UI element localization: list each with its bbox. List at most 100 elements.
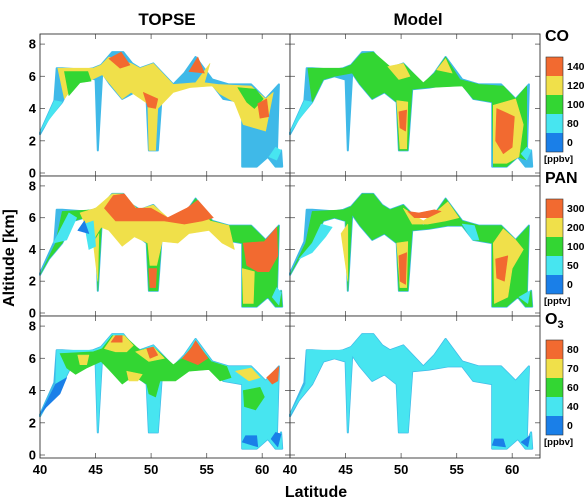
contour-region xyxy=(495,255,509,282)
contour-region xyxy=(39,377,67,416)
contour-region xyxy=(495,108,515,154)
contour-region xyxy=(52,212,77,244)
x-tick-label: 50 xyxy=(144,462,158,477)
contour-region xyxy=(148,268,157,288)
colorbar-tick-label: 80 xyxy=(567,118,579,130)
x-tick-label: 40 xyxy=(33,462,47,477)
colorbar-segment xyxy=(546,57,563,76)
y-tick-label: 0 xyxy=(29,448,36,463)
x-tick-label: 60 xyxy=(505,462,519,477)
contour-region xyxy=(108,51,131,69)
y-tick-label: 6 xyxy=(29,69,36,84)
contour-region xyxy=(271,287,282,306)
colorbar-tick-label: 300 xyxy=(567,203,584,215)
x-tick-label: 55 xyxy=(449,462,463,477)
contour-region xyxy=(268,146,282,161)
y-tick-label: 6 xyxy=(29,351,36,366)
x-axis-label: Latitude xyxy=(285,484,347,501)
contour-region xyxy=(398,109,408,132)
colorbar-segment xyxy=(546,76,563,95)
contour-region xyxy=(340,223,349,282)
colorbar-segment xyxy=(546,275,563,294)
panel-model-o3 xyxy=(289,315,541,459)
contour-region xyxy=(520,435,531,448)
colorbar-tick-label: 200 xyxy=(567,222,584,234)
species-name: PAN xyxy=(545,170,578,187)
colorbar-tick-label: 80 xyxy=(567,344,579,356)
colorbar-segment xyxy=(546,359,563,378)
colorbar-tick-label: 50 xyxy=(567,260,579,272)
panels xyxy=(39,33,541,459)
contour-region xyxy=(235,367,261,382)
contour-region xyxy=(243,386,265,411)
species-name: O xyxy=(545,311,557,328)
contour-region xyxy=(257,98,270,119)
colorbar-tick-label: 0 xyxy=(567,420,573,432)
species-name: CO xyxy=(545,28,569,45)
contour-region xyxy=(59,335,232,398)
y-tick-label: 0 xyxy=(29,306,36,321)
contour-region xyxy=(104,335,134,353)
colorbar-unit: [pptv] xyxy=(544,296,570,307)
y-axis-label: Altitude [km] xyxy=(1,209,18,307)
colorbar-frame xyxy=(545,339,564,436)
colorbar-tick-label: 70 xyxy=(567,363,579,375)
y-tick-label: 8 xyxy=(29,178,36,193)
colorbar-tick-label: 40 xyxy=(567,401,579,413)
contour-region xyxy=(491,438,506,448)
colorbar-frame xyxy=(545,198,564,295)
contour-region xyxy=(143,92,159,109)
x-tick-label: 45 xyxy=(338,462,352,477)
contour-region xyxy=(64,71,92,96)
colorbar-unit: [ppbv] xyxy=(544,154,573,165)
panel-topse-o3 xyxy=(39,315,291,459)
contour-region xyxy=(270,432,282,448)
colorbar-segment xyxy=(546,114,563,133)
contour-region xyxy=(104,193,214,225)
x-tick-label: 45 xyxy=(88,462,102,477)
colorbar-segment xyxy=(546,397,563,416)
colorbar-frame xyxy=(545,56,564,153)
contour-region xyxy=(146,346,159,359)
colorbar-co: CO 0 80 100 120 140 [ppbv] xyxy=(544,28,584,165)
x-tick-label: 60 xyxy=(255,462,269,477)
colorbar-unit: [ppbv] xyxy=(544,437,573,448)
panel-model-pan xyxy=(289,175,541,317)
contour-region xyxy=(57,56,274,151)
colorbar-segment xyxy=(546,95,563,114)
y-tick-label: 4 xyxy=(29,101,37,116)
panel-topse-co xyxy=(39,33,291,177)
contour-region xyxy=(241,268,255,304)
colorbar-o3: O3 0 40 60 70 80 [ppbv] xyxy=(544,311,579,448)
column-title-model: Model xyxy=(393,10,442,29)
colorbar-tick-label: 100 xyxy=(567,99,584,111)
contour-region xyxy=(520,146,532,161)
y-tick-label: 8 xyxy=(29,319,36,334)
contour-region xyxy=(110,335,123,343)
contour-region xyxy=(407,209,442,218)
x-tick-label: 40 xyxy=(283,462,297,477)
contour-region xyxy=(243,226,279,273)
contour-region xyxy=(181,340,209,366)
colorbars: CO 0 80 100 120 140 [ppbv] PAN 0 50 100 200 300 [pptv… xyxy=(544,28,584,448)
colorbar-segment xyxy=(546,199,563,218)
y-tick-label: 0 xyxy=(29,166,36,181)
x-tick-label: 55 xyxy=(199,462,213,477)
colorbar-segment xyxy=(546,133,563,152)
colorbar-tick-label: 60 xyxy=(567,382,579,394)
contour-region xyxy=(298,223,333,260)
colorbar-segment xyxy=(546,256,563,275)
y-tick-label: 8 xyxy=(29,37,36,52)
contour-region xyxy=(518,290,531,304)
colorbar-tick-label: 140 xyxy=(567,61,584,73)
contour-region xyxy=(39,100,63,133)
colorbar-tick-label: 100 xyxy=(567,241,584,253)
contour-region xyxy=(77,220,90,234)
contour-region xyxy=(77,354,90,366)
y-tick-label: 4 xyxy=(29,383,37,398)
contour-region xyxy=(289,100,313,133)
colorbar-pan: PAN 0 50 100 200 300 [pptv] xyxy=(544,170,584,307)
x-tick-label: 50 xyxy=(394,462,408,477)
contour-region xyxy=(436,58,453,74)
